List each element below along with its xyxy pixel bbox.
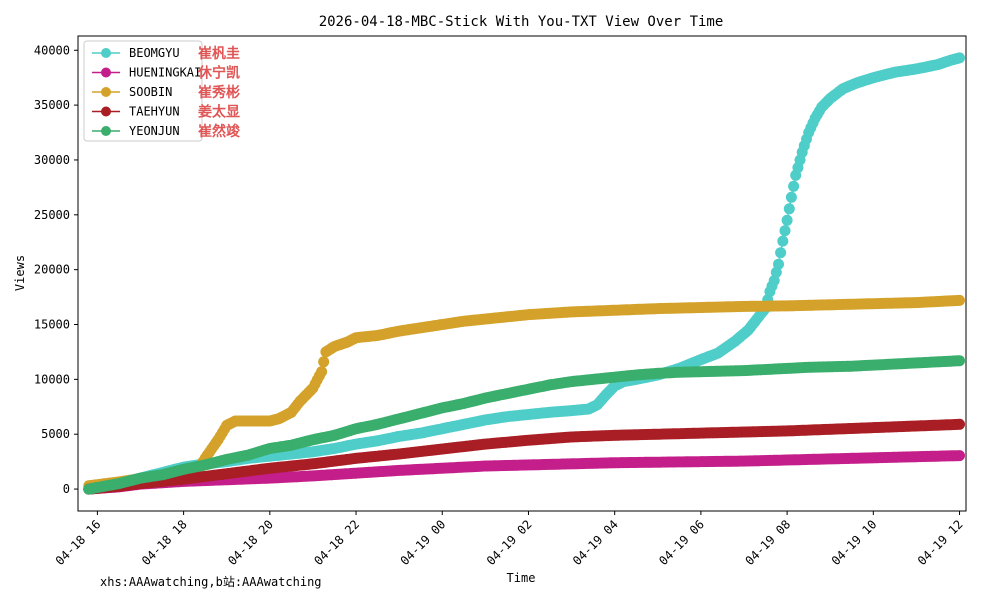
y-axis-label: Views: [13, 255, 27, 291]
x-tick-label: 04-19 08: [742, 517, 793, 568]
legend-label: HUENINGKAI: [129, 66, 201, 80]
legend-label: SOOBIN: [129, 85, 172, 99]
x-axis-label: Time: [507, 571, 536, 585]
y-tick-label: 25000: [34, 208, 70, 222]
data-point: [954, 418, 965, 430]
x-tick-label: 04-19 02: [484, 517, 535, 568]
y-tick-label: 30000: [34, 153, 70, 167]
x-tick-label: 04-18 16: [53, 517, 104, 568]
x-tick-label: 04-18 20: [225, 517, 276, 568]
legend-marker: [101, 126, 111, 136]
y-tick-label: 10000: [34, 372, 70, 386]
legend-chinese-name: 休宁凯: [197, 65, 240, 82]
data-point: [954, 355, 965, 367]
x-tick-label: 04-18 18: [139, 517, 190, 568]
data-point: [954, 450, 965, 462]
legend-item-beomgyu: BEOMGYU 崔杋圭: [92, 45, 240, 62]
x-tick-label: 04-19 12: [915, 517, 966, 568]
chart-title: 2026-04-18-MBC-Stick With You-TXT View O…: [319, 14, 724, 30]
y-tick-label: 0: [63, 482, 70, 496]
legend-label: YEONJUN: [129, 124, 180, 138]
x-tick-label: 04-19 06: [656, 517, 707, 568]
data-point: [954, 294, 965, 306]
legend-chinese-name: 崔然竣: [198, 123, 241, 140]
data-point: [781, 214, 793, 226]
x-tick-label: 04-19 00: [398, 517, 449, 568]
legend-chinese-name: 崔秀彬: [198, 84, 240, 101]
y-tick-label: 40000: [34, 43, 70, 57]
legend-chinese-name: 姜太显: [198, 104, 240, 121]
legend-chinese-name: 崔杋圭: [198, 45, 240, 62]
data-point: [954, 52, 965, 64]
y-tick-label: 20000: [34, 263, 70, 277]
data-point: [783, 203, 795, 215]
legend-marker: [101, 48, 111, 58]
data-point: [316, 366, 328, 378]
legend-frame: [83, 40, 203, 142]
x-tick-label: 04-19 10: [829, 517, 880, 568]
legend-label: BEOMGYU: [129, 46, 180, 60]
data-point: [777, 235, 789, 247]
data-point: [785, 191, 797, 203]
y-tick-label: 35000: [34, 98, 70, 112]
legend-item-soobin: SOOBIN 崔秀彬: [92, 84, 240, 101]
data-point: [779, 225, 791, 237]
data-point: [788, 180, 800, 192]
x-axis-ticks: 04-18 16 04-18 18 04-18 20 04-18 22 04-19 00…: [53, 511, 966, 568]
data-point: [773, 258, 784, 270]
x-tick-label: 04-19 04: [570, 517, 621, 568]
series-yeonjun: [83, 355, 965, 495]
watermark-credit: xhs:AAAwatching,b站:AAAwatching: [100, 575, 322, 589]
legend-marker: [101, 67, 111, 78]
y-tick-label: 5000: [41, 427, 70, 441]
legend-label: TAEHYUN: [129, 105, 180, 119]
data-point: [318, 356, 330, 368]
x-tick-label: 04-18 22: [311, 517, 362, 568]
legend-marker: [101, 87, 111, 97]
data-point: [775, 247, 787, 259]
legend-item-yeonjun: YEONJUN 崔然竣: [92, 123, 241, 140]
legend-item-taehyun: TAEHYUN 姜太显: [92, 104, 240, 121]
legend-marker: [101, 106, 111, 117]
y-axis-ticks: 0 5000 10000 15000 20000 25000 30000 35000 40000: [34, 43, 78, 496]
y-tick-label: 15000: [34, 318, 70, 332]
plot-area: [77, 35, 967, 512]
